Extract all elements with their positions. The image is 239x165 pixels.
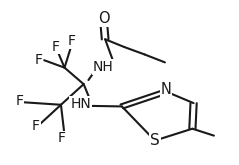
Text: F: F <box>16 94 24 108</box>
Text: F: F <box>35 53 43 67</box>
Text: O: O <box>98 12 109 26</box>
Text: HN: HN <box>70 97 91 111</box>
Text: N: N <box>161 82 172 97</box>
Text: F: F <box>32 119 40 133</box>
Text: S: S <box>150 133 160 148</box>
Text: F: F <box>51 40 60 53</box>
Text: NH: NH <box>93 60 114 74</box>
Text: F: F <box>58 131 66 145</box>
Text: F: F <box>68 34 76 48</box>
